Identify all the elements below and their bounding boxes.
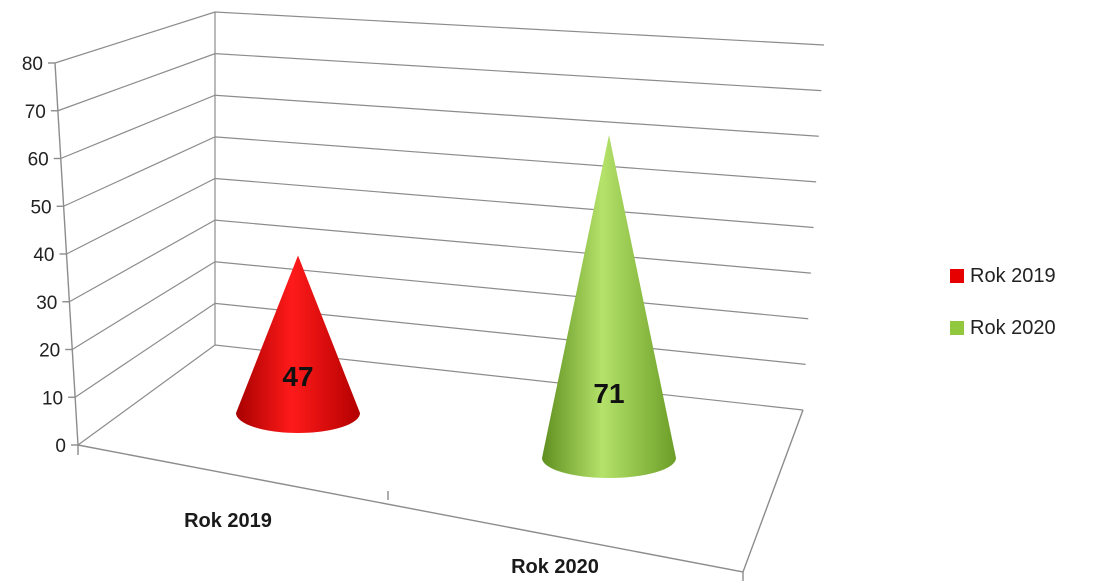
legend-swatch-red [950, 269, 964, 283]
legend-label: Rok 2019 [970, 264, 1056, 287]
data-label: 47 [282, 361, 313, 392]
y-tick-label: 30 [36, 293, 57, 314]
y-tick-label: 0 [55, 436, 66, 457]
gridline [60, 94, 819, 160]
legend-label: Rok 2020 [970, 316, 1056, 339]
gridline [71, 261, 809, 351]
legend-item-rok-2019: Rok 2019 [950, 262, 1056, 290]
cones [236, 134, 676, 478]
gridline [66, 177, 814, 255]
x-category-label: Rok 2020 [511, 556, 599, 578]
legend: Rok 2019 Rok 2020 [950, 262, 1056, 366]
gridline [57, 53, 822, 112]
legend-item-rok-2020: Rok 2020 [950, 314, 1056, 342]
y-tick-label: 10 [42, 388, 63, 409]
floor-outline [77, 409, 804, 573]
gridline [54, 11, 825, 64]
gridline [77, 344, 804, 446]
data-label: 71 [593, 378, 624, 409]
axes [48, 12, 804, 581]
cone-rok-2020 [542, 134, 676, 478]
y-tick-label: 70 [25, 102, 46, 123]
y-tick-label: 20 [39, 341, 60, 362]
x-category-label: Rok 2019 [184, 510, 272, 532]
y-tick-label: 50 [30, 197, 51, 218]
gridline [63, 136, 817, 207]
legend-swatch-green [950, 321, 964, 335]
y-tick-label: 80 [22, 54, 43, 75]
y-axis-ticks: 0 10 20 30 40 50 60 70 80 [22, 54, 66, 457]
y-tick-label: 40 [33, 245, 54, 266]
gridline [74, 302, 806, 398]
cone-rok-2019 [236, 255, 360, 433]
x-axis-categories: Rok 2019 Rok 2020 [184, 510, 599, 578]
y-tick-label: 60 [28, 150, 49, 171]
y-axis-line [54, 62, 79, 446]
data-labels: 47 71 [282, 361, 624, 409]
gridline [69, 219, 811, 303]
gridlines [54, 11, 825, 446]
